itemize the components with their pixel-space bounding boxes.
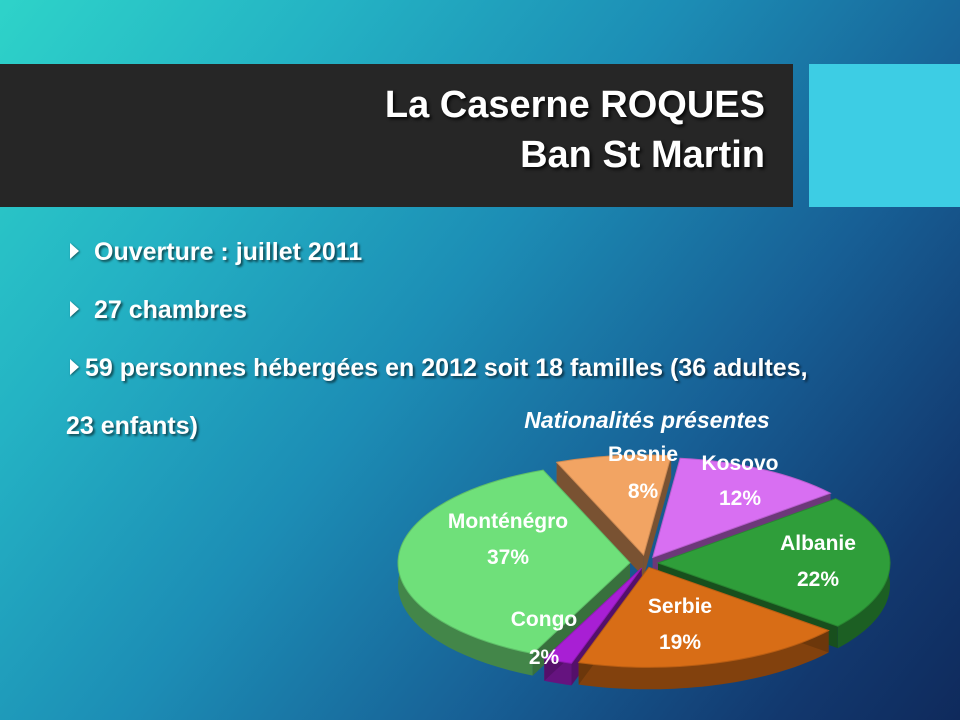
bullet-residents-continued: 23 enfants) — [66, 412, 198, 441]
chart-title: Nationalités présentes — [524, 407, 769, 433]
bullet-opening: Ouverture : juillet 2011 — [70, 238, 362, 267]
bullet-rooms: 27 chambres — [70, 296, 247, 325]
pie-slice-wall-bosnie-1 — [643, 455, 672, 577]
pie-labels: Bosnie 8% Kosovo 12% Albanie 22% Serbie 19% Cong… — [448, 443, 856, 669]
slice-label-monténégro: Monténégro — [448, 510, 568, 533]
pie-slice-kosovo — [651, 457, 832, 559]
slice-value-monténégro: 37% — [487, 546, 529, 569]
bullet-arrow-icon — [70, 359, 79, 375]
accent-box — [809, 64, 960, 207]
bullet-text: 27 chambres — [94, 296, 247, 324]
slice-value-bosnie: 8% — [628, 480, 659, 503]
title-bar: La Caserne ROQUES Ban St Martin — [0, 64, 793, 207]
pie-slice-wall-bosnie-0 — [556, 462, 644, 577]
slice-value-serbie: 19% — [659, 631, 701, 654]
pie-slice-serbie — [577, 566, 830, 668]
slice-value-albanie: 22% — [797, 568, 839, 591]
bullet-text: 59 personnes hébergées en 2012 soit 18 f… — [85, 354, 808, 382]
slice-label-congo: Congo — [511, 608, 577, 631]
bullet-text: 23 enfants) — [66, 412, 198, 440]
pie-slice-monténégro — [397, 469, 631, 655]
pie-slice-albanie — [656, 498, 891, 627]
slide-title-line2: Ban St Martin — [520, 134, 765, 176]
bullet-arrow-icon — [70, 243, 79, 259]
bullet-arrow-icon — [70, 301, 79, 317]
slide-title-line1: La Caserne ROQUES — [384, 84, 765, 126]
slice-label-albanie: Albanie — [780, 532, 856, 555]
pie-slice-bosnie — [555, 454, 672, 556]
bullet-residents: 59 personnes hébergées en 2012 soit 18 f… — [70, 354, 808, 383]
slice-value-kosovo: 12% — [719, 487, 761, 510]
bullet-text: Ouverture : juillet 2011 — [94, 238, 363, 266]
pie-slice-side-serbie — [578, 630, 829, 690]
pie-slice-congo — [543, 567, 643, 664]
pie-tops — [397, 454, 891, 668]
slice-label-kosovo: Kosovo — [701, 452, 778, 475]
slice-label-serbie: Serbie — [648, 595, 712, 618]
slice-value-congo: 2% — [529, 646, 560, 669]
slice-label-bosnie: Bosnie — [608, 443, 678, 466]
